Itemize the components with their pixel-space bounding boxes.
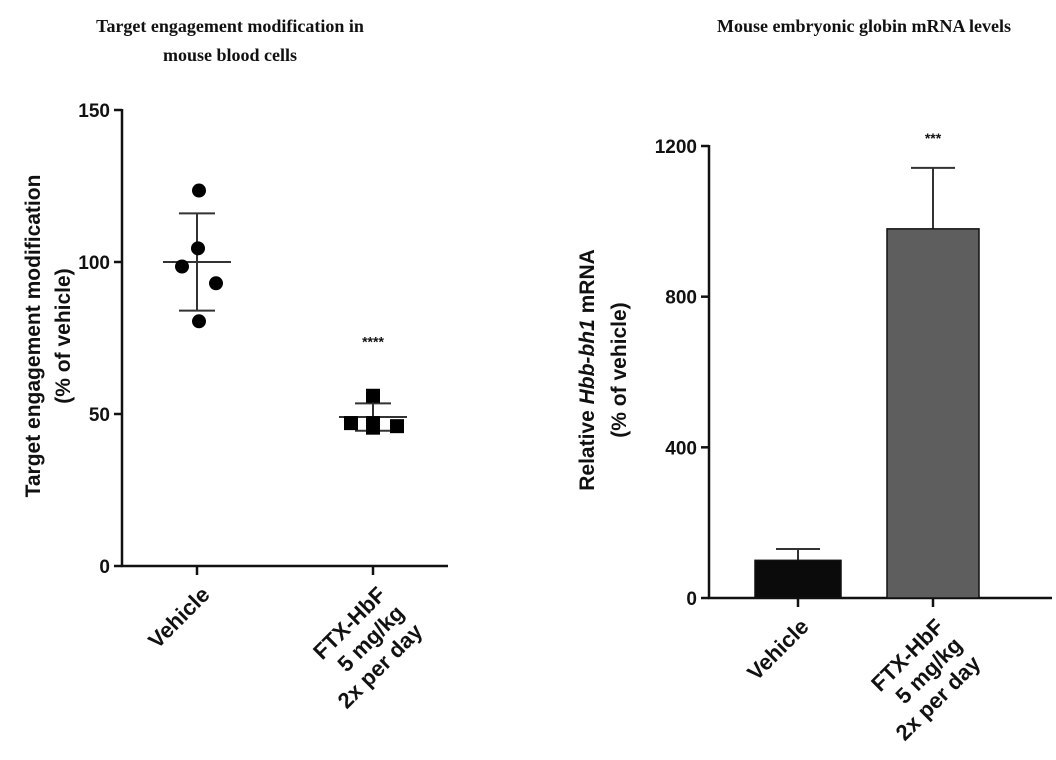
chart1-point	[344, 416, 358, 431]
globin-chart: Mouse embryonic globin mRNA levels Relat…	[576, 16, 1052, 745]
chart1-y-tick-label: 0	[99, 557, 110, 578]
chart1-y-tick-label: 100	[78, 253, 110, 274]
chart1-y-tick-label: 150	[78, 101, 110, 122]
chart1-title-line2: mouse blood cells	[163, 45, 297, 65]
chart2-y-tick-label: 0	[686, 589, 697, 610]
chart1-y-tick-label: 50	[89, 405, 110, 426]
chart2-category-label-1: Vehicle	[742, 614, 813, 685]
chart1-ylabel-line2: (% of vehicle)	[52, 268, 75, 403]
chart2-bar-group-2: ***	[886, 130, 980, 599]
chart1-category-label-1: Vehicle	[143, 582, 214, 653]
chart2-ylabel-gene: Hbb-bh1	[576, 319, 599, 404]
chart2-y-tick-label: 400	[665, 438, 697, 459]
chart2-bars: ***	[754, 130, 980, 599]
chart2-y-tick-label: 800	[665, 288, 697, 309]
chart2-axes	[707, 145, 1052, 600]
chart2-bar	[754, 559, 842, 599]
chart2-ylabel-line1: Relative Hbb-bh1 mRNA	[576, 249, 599, 491]
chart1-point	[209, 276, 223, 291]
chart2-title: Mouse embryonic globin mRNA levels	[717, 16, 1011, 36]
chart2-bar	[886, 228, 980, 599]
chart2-ylabel-prefix: Relative	[576, 404, 599, 490]
chart1-point	[192, 183, 206, 198]
chart2-significance-label: ***	[925, 130, 942, 146]
chart1-point	[192, 314, 206, 329]
chart1-series-1	[163, 183, 231, 329]
chart2-y-ticks: 0 400 800 1200	[655, 137, 709, 610]
chart1-ylabel-line1: Target engagement modification	[22, 175, 45, 498]
chart1-point	[366, 388, 380, 403]
chart2-y-tick-label: 1200	[655, 137, 697, 158]
engagement-chart: Target engagement modification in mouse …	[22, 16, 448, 713]
chart1-significance-label: ****	[362, 333, 384, 349]
chart1-y-axis-label: Target engagement modification (% of veh…	[22, 175, 75, 498]
chart1-data-points: ****	[163, 183, 407, 435]
chart1-point	[390, 419, 404, 434]
chart2-bar-group-1	[754, 548, 842, 599]
chart1-point	[191, 241, 205, 256]
chart1-title-line1: Target engagement modification in	[96, 16, 364, 36]
chart1-series-2: ****	[339, 333, 407, 435]
chart2-ylabel-line2: (% of vehicle)	[608, 302, 631, 437]
chart1-point	[366, 420, 380, 435]
chart2-ylabel-suffix: mRNA	[576, 249, 599, 319]
chart1-point	[175, 259, 189, 274]
chart1-axes	[120, 109, 448, 568]
chart2-category-label-1-line-1: Vehicle	[742, 614, 813, 685]
chart2-y-axis-label: Relative Hbb-bh1 mRNA (% of vehicle)	[576, 249, 631, 491]
chart1-y-ticks: 0 50 100 150	[78, 101, 122, 578]
chart1-category-label-1-line-1: Vehicle	[143, 582, 214, 653]
